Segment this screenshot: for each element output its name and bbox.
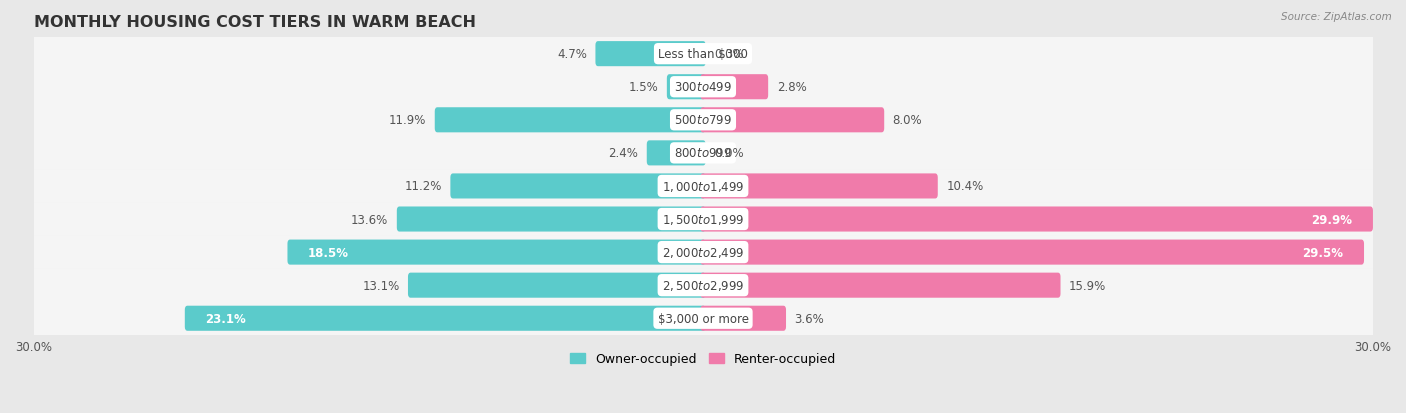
Text: 1.5%: 1.5% (628, 81, 658, 94)
Text: 11.2%: 11.2% (405, 180, 441, 193)
Text: 11.9%: 11.9% (389, 114, 426, 127)
Text: 13.1%: 13.1% (363, 279, 399, 292)
Text: $800 to $999: $800 to $999 (673, 147, 733, 160)
Text: 15.9%: 15.9% (1069, 279, 1107, 292)
Text: 18.5%: 18.5% (308, 246, 349, 259)
Text: $3,000 or more: $3,000 or more (658, 312, 748, 325)
FancyBboxPatch shape (666, 75, 706, 100)
FancyBboxPatch shape (396, 207, 706, 232)
FancyBboxPatch shape (20, 203, 1386, 236)
FancyBboxPatch shape (595, 42, 706, 67)
Text: $2,000 to $2,499: $2,000 to $2,499 (662, 245, 744, 259)
FancyBboxPatch shape (450, 174, 706, 199)
Text: $2,500 to $2,999: $2,500 to $2,999 (662, 278, 744, 292)
FancyBboxPatch shape (20, 268, 1386, 302)
FancyBboxPatch shape (20, 137, 1386, 170)
Text: 13.6%: 13.6% (352, 213, 388, 226)
Text: 10.4%: 10.4% (946, 180, 984, 193)
Text: 2.4%: 2.4% (609, 147, 638, 160)
FancyBboxPatch shape (287, 240, 706, 265)
FancyBboxPatch shape (184, 306, 706, 331)
Text: $1,000 to $1,499: $1,000 to $1,499 (662, 180, 744, 193)
FancyBboxPatch shape (700, 174, 938, 199)
FancyBboxPatch shape (20, 170, 1386, 203)
FancyBboxPatch shape (434, 108, 706, 133)
FancyBboxPatch shape (20, 104, 1386, 138)
Text: $1,500 to $1,999: $1,500 to $1,999 (662, 213, 744, 226)
Text: MONTHLY HOUSING COST TIERS IN WARM BEACH: MONTHLY HOUSING COST TIERS IN WARM BEACH (34, 15, 475, 30)
Text: Less than $300: Less than $300 (658, 48, 748, 61)
Text: 4.7%: 4.7% (557, 48, 586, 61)
Legend: Owner-occupied, Renter-occupied: Owner-occupied, Renter-occupied (565, 347, 841, 370)
FancyBboxPatch shape (700, 75, 768, 100)
Text: 2.8%: 2.8% (776, 81, 807, 94)
Text: 29.9%: 29.9% (1312, 213, 1353, 226)
Text: 23.1%: 23.1% (205, 312, 246, 325)
Text: $500 to $799: $500 to $799 (673, 114, 733, 127)
FancyBboxPatch shape (700, 108, 884, 133)
Text: Source: ZipAtlas.com: Source: ZipAtlas.com (1281, 12, 1392, 22)
FancyBboxPatch shape (20, 236, 1386, 269)
FancyBboxPatch shape (20, 38, 1386, 71)
Text: 8.0%: 8.0% (893, 114, 922, 127)
FancyBboxPatch shape (700, 240, 1364, 265)
FancyBboxPatch shape (700, 207, 1372, 232)
FancyBboxPatch shape (20, 71, 1386, 104)
FancyBboxPatch shape (20, 301, 1386, 335)
FancyBboxPatch shape (408, 273, 706, 298)
Text: 0.0%: 0.0% (714, 147, 744, 160)
FancyBboxPatch shape (700, 273, 1060, 298)
Text: 0.0%: 0.0% (714, 48, 744, 61)
Text: $300 to $499: $300 to $499 (673, 81, 733, 94)
Text: 3.6%: 3.6% (794, 312, 824, 325)
Text: 29.5%: 29.5% (1302, 246, 1344, 259)
FancyBboxPatch shape (700, 306, 786, 331)
FancyBboxPatch shape (647, 141, 706, 166)
